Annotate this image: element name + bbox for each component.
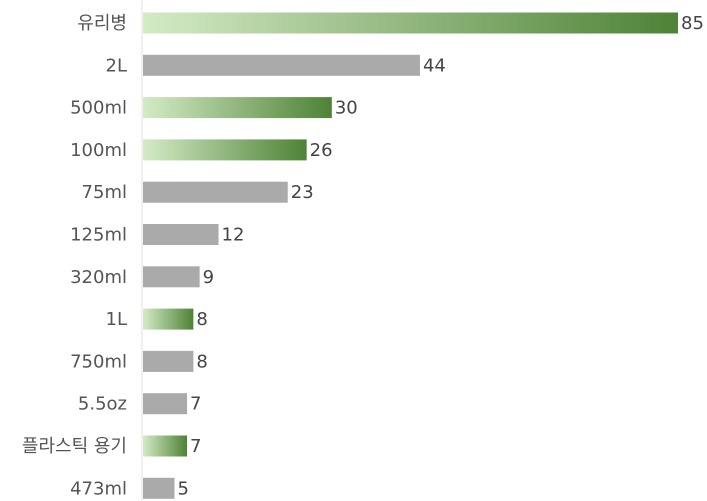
category-label-11: 473ml bbox=[70, 478, 127, 499]
value-label-3: 26 bbox=[310, 140, 333, 161]
bar-4 bbox=[143, 181, 288, 203]
bar-10 bbox=[143, 435, 188, 457]
bar-1 bbox=[143, 54, 420, 76]
value-label-1: 44 bbox=[423, 55, 446, 76]
value-label-5: 12 bbox=[222, 225, 245, 246]
category-label-0: 유리병 bbox=[77, 13, 127, 34]
value-label-2: 30 bbox=[335, 98, 358, 119]
value-label-10: 7 bbox=[190, 436, 201, 457]
category-label-4: 75ml bbox=[82, 182, 127, 203]
category-label-5: 125ml bbox=[70, 225, 127, 246]
bar-5 bbox=[143, 224, 219, 245]
bar-8 bbox=[143, 350, 194, 372]
value-label-9: 7 bbox=[190, 394, 201, 415]
category-label-3: 100ml bbox=[70, 140, 127, 161]
value-label-6: 9 bbox=[203, 267, 214, 288]
category-label-10: 플라스틱 용기 bbox=[22, 436, 127, 457]
category-label-7: 1L bbox=[106, 309, 127, 330]
value-label-8: 8 bbox=[196, 351, 207, 372]
value-label-11: 5 bbox=[177, 478, 188, 499]
bar-11 bbox=[143, 477, 175, 499]
bar-3 bbox=[143, 139, 307, 161]
category-label-9: 5.5oz bbox=[78, 394, 127, 415]
category-label-1: 2L bbox=[106, 55, 127, 76]
value-label-0: 85 bbox=[681, 13, 704, 34]
value-label-4: 23 bbox=[291, 182, 314, 203]
bar-2 bbox=[143, 97, 332, 119]
category-label-8: 750ml bbox=[70, 351, 127, 372]
bar-9 bbox=[143, 393, 188, 415]
value-label-7: 8 bbox=[196, 309, 207, 330]
category-label-6: 320ml bbox=[70, 267, 127, 288]
category-label-2: 500ml bbox=[70, 98, 127, 119]
bar-0 bbox=[143, 12, 678, 34]
bar-7 bbox=[143, 308, 194, 330]
bar-6 bbox=[143, 266, 200, 288]
